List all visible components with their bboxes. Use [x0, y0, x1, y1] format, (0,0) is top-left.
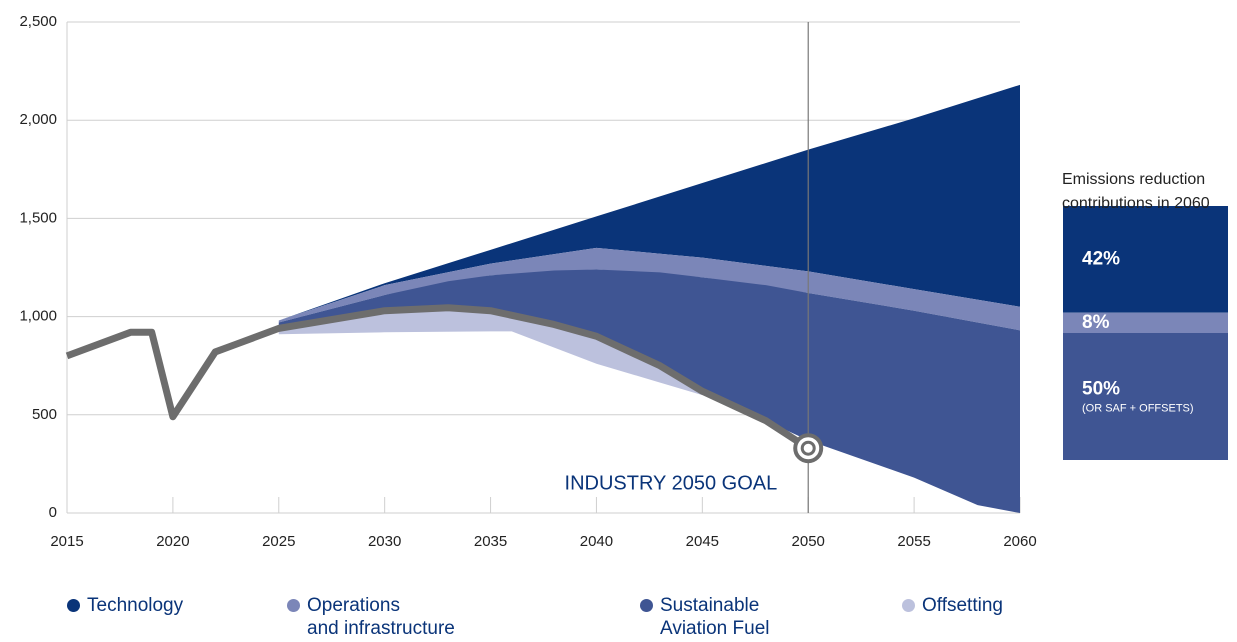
- legend-item: Operations and infrastructure: [287, 594, 455, 640]
- contribution-bar: [1063, 333, 1228, 460]
- contribution-bar: [1063, 312, 1228, 333]
- goal-marker-inner: [800, 440, 816, 456]
- area-band: [278, 247, 1020, 331]
- legend-item: Technology: [67, 594, 183, 617]
- contribution-bar: [1063, 206, 1228, 313]
- y-tick-label: 1,000: [19, 308, 57, 325]
- legend-label: Sustainable Aviation Fuel: [660, 595, 770, 639]
- legend-label: Offsetting: [922, 595, 1003, 616]
- legend-swatch: [67, 599, 80, 612]
- legend-label: Operations and infrastructure: [307, 595, 455, 639]
- area-band: [278, 84, 1020, 321]
- x-tick-label: 2030: [368, 533, 401, 550]
- contribution-label: 8%: [1082, 312, 1110, 333]
- x-tick-label: 2055: [897, 533, 930, 550]
- contribution-note: (OR SAF + OFFSETS): [1082, 402, 1194, 414]
- x-tick-label: 2040: [580, 533, 613, 550]
- legend-item: Sustainable Aviation Fuel: [640, 594, 770, 640]
- x-tick-label: 2015: [50, 533, 83, 550]
- emissions-line: [65, 304, 811, 452]
- contribution-label: 50%: [1082, 379, 1120, 400]
- legend-swatch: [902, 599, 915, 612]
- x-tick-label: 2035: [474, 533, 507, 550]
- legend-label: Technology: [87, 595, 184, 616]
- x-tick-label: 2050: [792, 533, 825, 550]
- y-tick-label: 2,000: [19, 111, 57, 128]
- annotation: INDUSTRY 2050 GOAL: [565, 472, 778, 494]
- y-tick-label: 0: [49, 504, 57, 521]
- y-tick-label: 500: [32, 406, 57, 423]
- y-tick-label: 1,500: [19, 209, 57, 226]
- y-tick-label: 2,500: [19, 13, 57, 30]
- legend-item: Offsetting: [902, 594, 1003, 617]
- legend-swatch: [640, 599, 653, 612]
- side-title: Emissions reduction contributions in 206…: [1062, 171, 1210, 212]
- contribution-label: 42%: [1082, 248, 1120, 269]
- x-tick-label: 2060: [1003, 533, 1036, 550]
- x-tick-label: 2020: [156, 533, 189, 550]
- area-band: [278, 269, 1020, 513]
- legend-swatch: [287, 599, 300, 612]
- area-band: [278, 310, 703, 396]
- x-tick-label: 2025: [262, 533, 295, 550]
- x-tick-label: 2045: [686, 533, 719, 550]
